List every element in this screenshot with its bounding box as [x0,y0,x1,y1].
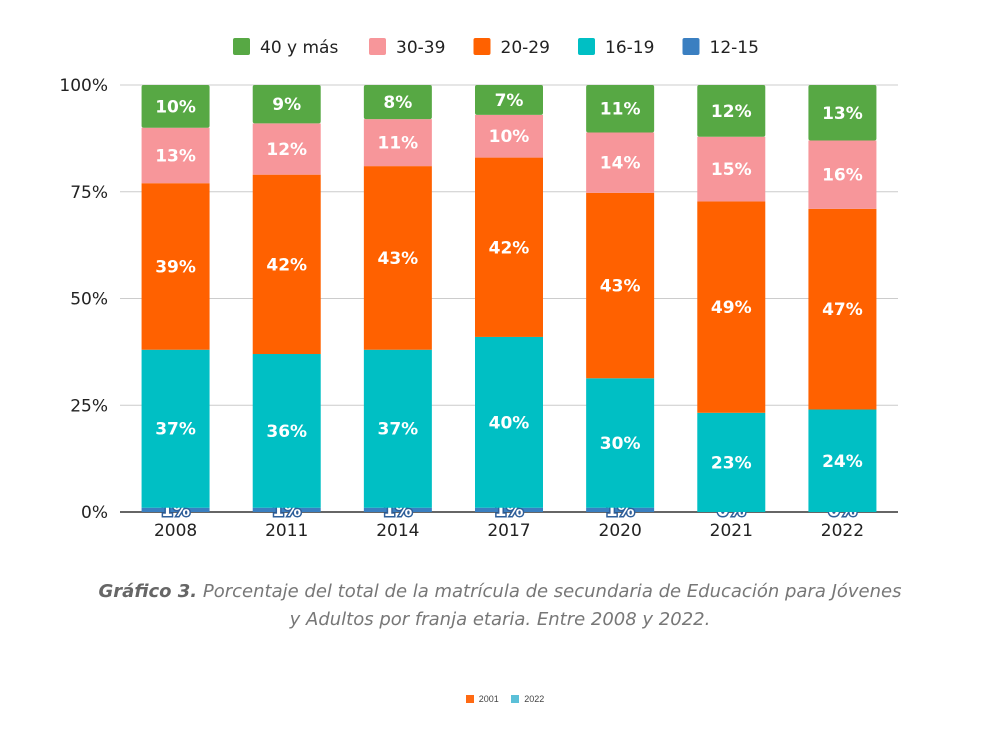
data-label: 10% [489,127,530,147]
bar-segment-40-y-más [697,85,766,137]
bar-segment-20-29 [363,166,432,350]
x-tick-label: 2020 [599,521,642,541]
bar-segment-40-y-más [808,85,877,141]
bar-segment-12-15 [141,507,210,512]
bar-segment-12-15 [475,507,543,512]
caption-text-1: Porcentaje del total de la matrícula de … [197,581,902,602]
mini-legend-swatch-2022 [511,695,520,703]
bar-segment-12-15 [363,507,432,512]
legend-label: 30-39 [396,38,445,58]
data-label: 9% [272,95,301,115]
bar-segment-16-19 [586,378,655,508]
bar-segment-40-y-más [252,85,321,124]
bar-segment-40-y-más [586,85,655,133]
bar-segment-30-39 [808,140,877,209]
x-tick-label: 2022 [821,521,864,541]
caption-label: Gráfico 3. [98,581,198,602]
data-label: 16% [822,166,863,186]
data-label: 43% [378,249,419,269]
y-tick-label: 75% [70,183,108,203]
y-tick-label: 0% [81,503,108,523]
legend-label: 16-19 [605,38,654,58]
bar-segment-30-39 [475,114,543,158]
mini-legend-label-2001: 2001 [478,694,499,704]
bar-segment-20-29 [808,208,877,410]
data-label: 11% [378,134,419,154]
data-label: 24% [822,452,863,472]
data-label: 49% [711,298,752,318]
data-label: 12% [711,102,752,122]
bar-segment-20-29 [252,174,321,355]
data-label: 43% [600,277,641,297]
stacked-bar-chart: 0%25%50%75%100%1%37%39%13%10%20081%36%42… [59,38,898,541]
bar-segment-16-19 [363,349,432,508]
y-tick-label: 25% [70,396,108,416]
bar-segment-16-19 [252,354,321,508]
data-label: 37% [378,420,419,440]
bar-segment-16-19 [697,412,766,512]
x-tick-label: 2014 [376,521,419,541]
data-label: 36% [266,422,307,442]
bar-segment-16-19 [141,349,210,508]
data-label: 40% [489,413,530,433]
legend-swatch [682,38,700,55]
data-label: 13% [155,146,196,166]
data-label: 12% [266,140,307,160]
bar-segment-12-15 [586,507,655,512]
bar-segment-20-29 [697,201,766,413]
bar-segment-40-y-más [363,85,432,120]
x-tick-label: 2008 [154,521,197,541]
mini-legend: 2001 2022 [0,694,1000,704]
bar-segment-20-29 [586,192,655,379]
chart-caption: Gráfico 3. Porcentaje del total de la ma… [0,578,1000,634]
bar-segment-40-y-más [475,85,543,115]
legend-label: 40 y más [260,38,338,58]
x-tick-label: 2011 [265,521,308,541]
mini-legend-label-2022: 2022 [524,694,545,704]
bar-segment-30-39 [141,127,210,184]
data-label: 14% [600,154,641,174]
bar-segment-20-29 [141,183,210,350]
data-label: 7% [495,91,524,111]
bar-segment-30-39 [252,123,321,175]
data-label: 30% [600,434,641,454]
legend-swatch [233,38,250,55]
x-tick-label: 2017 [487,521,530,541]
mini-legend-swatch-2001 [465,695,474,703]
bar-segment-30-39 [697,136,766,202]
bar-segment-20-29 [475,157,543,337]
data-label: 8% [383,93,412,113]
data-label: 15% [711,160,752,180]
legend-swatch [578,38,595,55]
data-label: 10% [155,97,196,117]
legend-swatch [473,38,491,55]
data-label: 23% [711,453,752,473]
data-label: 37% [155,420,196,440]
data-label: 13% [822,104,863,124]
bar-segment-16-19 [475,336,543,508]
data-label: 42% [266,255,307,275]
caption-text-2: y Adultos por franja etaria. Entre 2008 … [289,609,711,630]
bar-segment-40-y-más [141,85,210,128]
legend-label: 20-29 [501,38,550,58]
data-label: 47% [822,300,863,320]
legend-swatch [369,38,386,55]
y-tick-label: 100% [59,76,108,96]
y-tick-label: 50% [70,290,108,310]
legend-label: 12-15 [710,38,759,58]
bar-segment-12-15 [252,507,321,512]
data-label: 39% [155,257,196,277]
x-tick-label: 2021 [710,521,753,541]
bar-segment-30-39 [586,132,655,193]
data-label: 11% [600,100,641,120]
bar-segment-30-39 [363,119,432,167]
data-label: 42% [489,238,530,258]
bar-segment-16-19 [808,409,877,512]
